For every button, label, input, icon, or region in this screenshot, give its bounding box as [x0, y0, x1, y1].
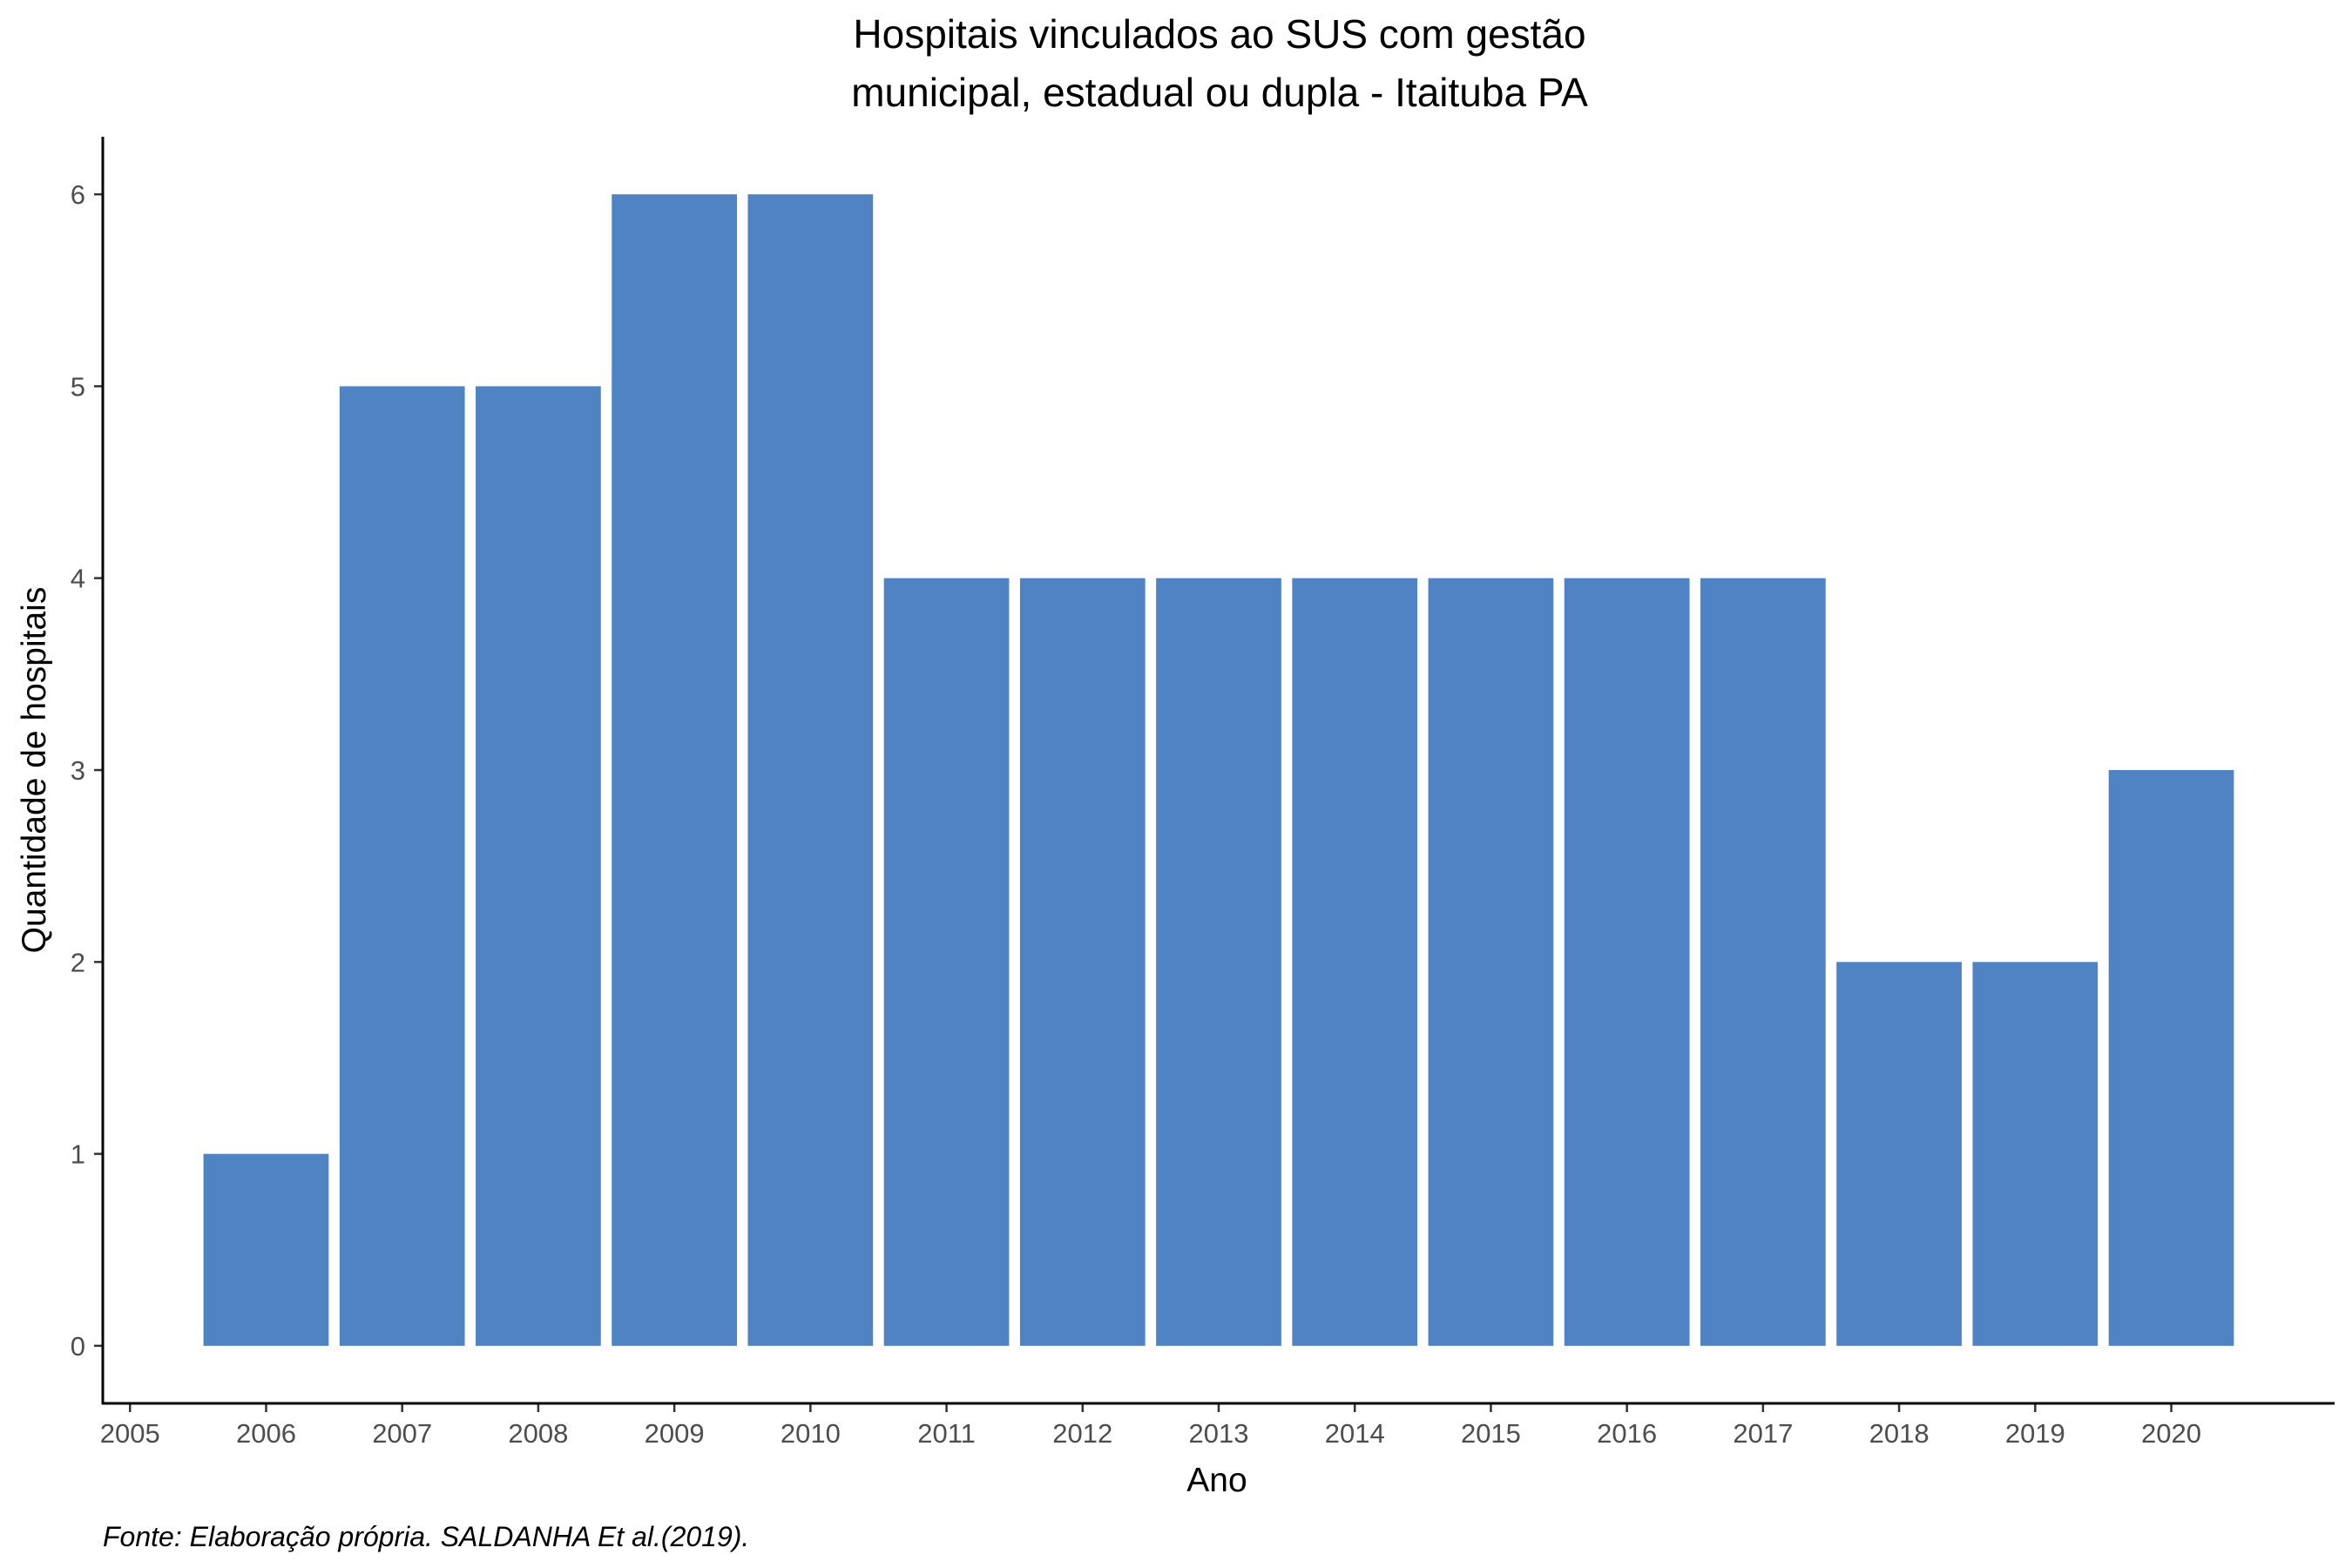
bar-2016	[1564, 578, 1690, 1346]
y-axis-title: Quantidade de hospitais	[16, 587, 53, 954]
x-tick-label-2011: 2011	[917, 1418, 976, 1449]
chart-title-line-1: Hospitais vinculados ao SUS com gestão	[853, 11, 1585, 57]
x-tick-label-2017: 2017	[1733, 1418, 1793, 1449]
x-tick-label-2016: 2016	[1597, 1418, 1657, 1449]
y-axis-ticks: 0 1 2 3 4 5 6	[71, 179, 103, 1362]
y-tick-label-2: 2	[71, 947, 85, 977]
x-tick-label-2008: 2008	[508, 1418, 568, 1449]
x-tick-label-2018: 2018	[1869, 1418, 1930, 1449]
bar-2018	[1836, 962, 1962, 1346]
bar-2009	[612, 194, 737, 1346]
bar-2011	[883, 578, 1010, 1346]
y-tick-label-3: 3	[71, 755, 85, 786]
bar-2019	[1972, 962, 2099, 1346]
bar-2006	[203, 1153, 329, 1346]
bar-2007	[339, 386, 465, 1346]
x-tick-label-2006: 2006	[236, 1418, 296, 1449]
y-tick-label-5: 5	[71, 371, 85, 402]
bars-group	[203, 194, 2234, 1346]
x-axis-title: Ano	[1186, 1462, 1247, 1499]
y-tick-label-4: 4	[71, 564, 85, 594]
y-tick-label-1: 1	[71, 1139, 85, 1170]
x-tick-label-2010: 2010	[781, 1418, 841, 1449]
source-caption: Fonte: Elaboração própria. SALDANHA Et a…	[103, 1521, 749, 1552]
chart-title-line-2: municipal, estadual ou dupla - Itaituba …	[851, 70, 1588, 115]
bar-2010	[747, 194, 874, 1346]
bar-2008	[476, 386, 601, 1346]
bar-2015	[1428, 578, 1554, 1346]
x-tick-label-2015: 2015	[1461, 1418, 1521, 1449]
x-axis-ticks: 2005 2006 2007 2008 2009 2010 2011 2012 2013 2014…	[100, 1403, 2201, 1449]
x-tick-label-2014: 2014	[1325, 1418, 1385, 1449]
bar-2012	[1019, 578, 1146, 1346]
x-tick-label-2020: 2020	[2141, 1418, 2201, 1449]
bar-2020	[2108, 770, 2234, 1346]
x-tick-label-2019: 2019	[2005, 1418, 2065, 1449]
bar-2014	[1292, 578, 1418, 1346]
x-tick-label-2007: 2007	[372, 1418, 432, 1449]
bar-2013	[1156, 578, 1281, 1346]
x-tick-label-2009: 2009	[645, 1418, 705, 1449]
bar-2017	[1700, 578, 1826, 1346]
x-tick-label-2005: 2005	[100, 1418, 160, 1449]
y-tick-label-6: 6	[71, 179, 85, 210]
y-tick-label-0: 0	[71, 1331, 85, 1362]
x-tick-label-2012: 2012	[1052, 1418, 1112, 1449]
x-tick-label-2013: 2013	[1189, 1418, 1249, 1449]
